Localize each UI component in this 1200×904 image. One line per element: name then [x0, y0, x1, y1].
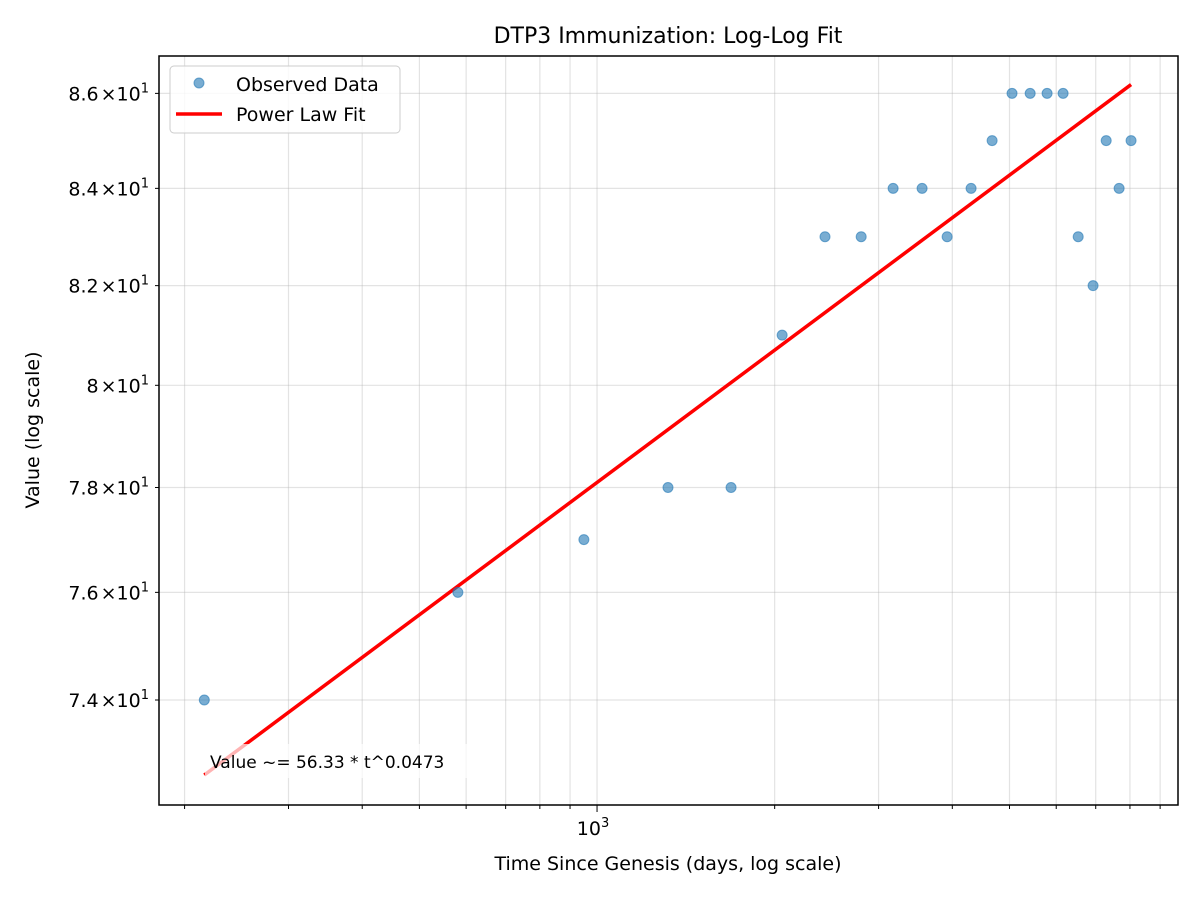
data-point — [986, 135, 998, 147]
plot-frame — [158, 55, 1179, 806]
y-tick-label: 8.4 ×101 — [68, 176, 149, 200]
annotation-box — [205, 744, 468, 778]
y-tick-label: 8.2 ×101 — [68, 274, 149, 298]
y-tick-label: 7.4 ×101 — [68, 688, 149, 712]
data-point — [1041, 87, 1053, 99]
data-point — [776, 329, 788, 341]
data-point — [452, 586, 464, 598]
legend: Observed Data Power Law Fit — [169, 65, 401, 134]
data-point — [941, 231, 953, 243]
data-point — [965, 182, 977, 194]
data-point — [1113, 182, 1125, 194]
data-point — [1006, 87, 1018, 99]
x-tick-label: 103 — [577, 816, 609, 840]
data-points — [198, 87, 1137, 706]
grid — [159, 56, 1178, 805]
axis-ticks: 103 7.4 ×101 7.6 ×101 7.8 ×101 8 ×101 8.2 ×101 8.4 ×… — [68, 81, 1161, 840]
data-point — [916, 182, 928, 194]
data-point — [1100, 135, 1112, 147]
data-point — [1072, 231, 1084, 243]
legend-box — [169, 65, 401, 134]
fit-annotation: Value ~= 56.33 * t^0.0473 — [210, 753, 444, 773]
data-point — [1057, 87, 1069, 99]
y-tick-label: 7.8 ×101 — [68, 476, 149, 500]
y-axis-label: Value (log scale) — [22, 351, 44, 508]
y-tick-label: 7.6 ×101 — [68, 580, 149, 604]
legend-label-observed: Observed Data — [236, 74, 379, 96]
data-point — [578, 534, 590, 546]
data-point — [855, 231, 867, 243]
legend-label-fit: Power Law Fit — [236, 104, 366, 126]
data-point — [1087, 280, 1099, 292]
data-point — [725, 482, 737, 494]
y-tick-label: 8.6 ×101 — [68, 81, 149, 105]
power-law-fit-line — [203, 83, 1133, 777]
fit-line-group — [203, 83, 1133, 777]
legend-marker-observed — [193, 77, 205, 89]
x-axis-label: Time Since Genesis (days, log scale) — [493, 853, 841, 875]
data-point — [198, 694, 210, 706]
data-point — [1024, 87, 1036, 99]
data-point — [887, 182, 899, 194]
chart-title: DTP3 Immunization: Log-Log Fit — [494, 24, 843, 49]
data-point — [819, 231, 831, 243]
data-point — [1125, 135, 1137, 147]
data-point — [662, 482, 674, 494]
y-tick-label: 8 ×101 — [87, 373, 149, 397]
